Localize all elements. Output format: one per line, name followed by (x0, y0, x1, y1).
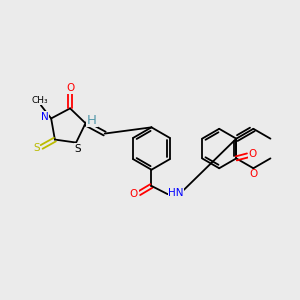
Text: S: S (74, 144, 81, 154)
Text: CH₃: CH₃ (32, 96, 48, 105)
Text: O: O (249, 169, 257, 179)
Text: O: O (130, 189, 138, 199)
Text: HN: HN (168, 188, 184, 198)
Text: N: N (41, 112, 49, 122)
Text: S: S (33, 143, 40, 153)
Text: O: O (67, 83, 75, 93)
Text: O: O (249, 149, 257, 159)
Text: H: H (87, 114, 97, 127)
